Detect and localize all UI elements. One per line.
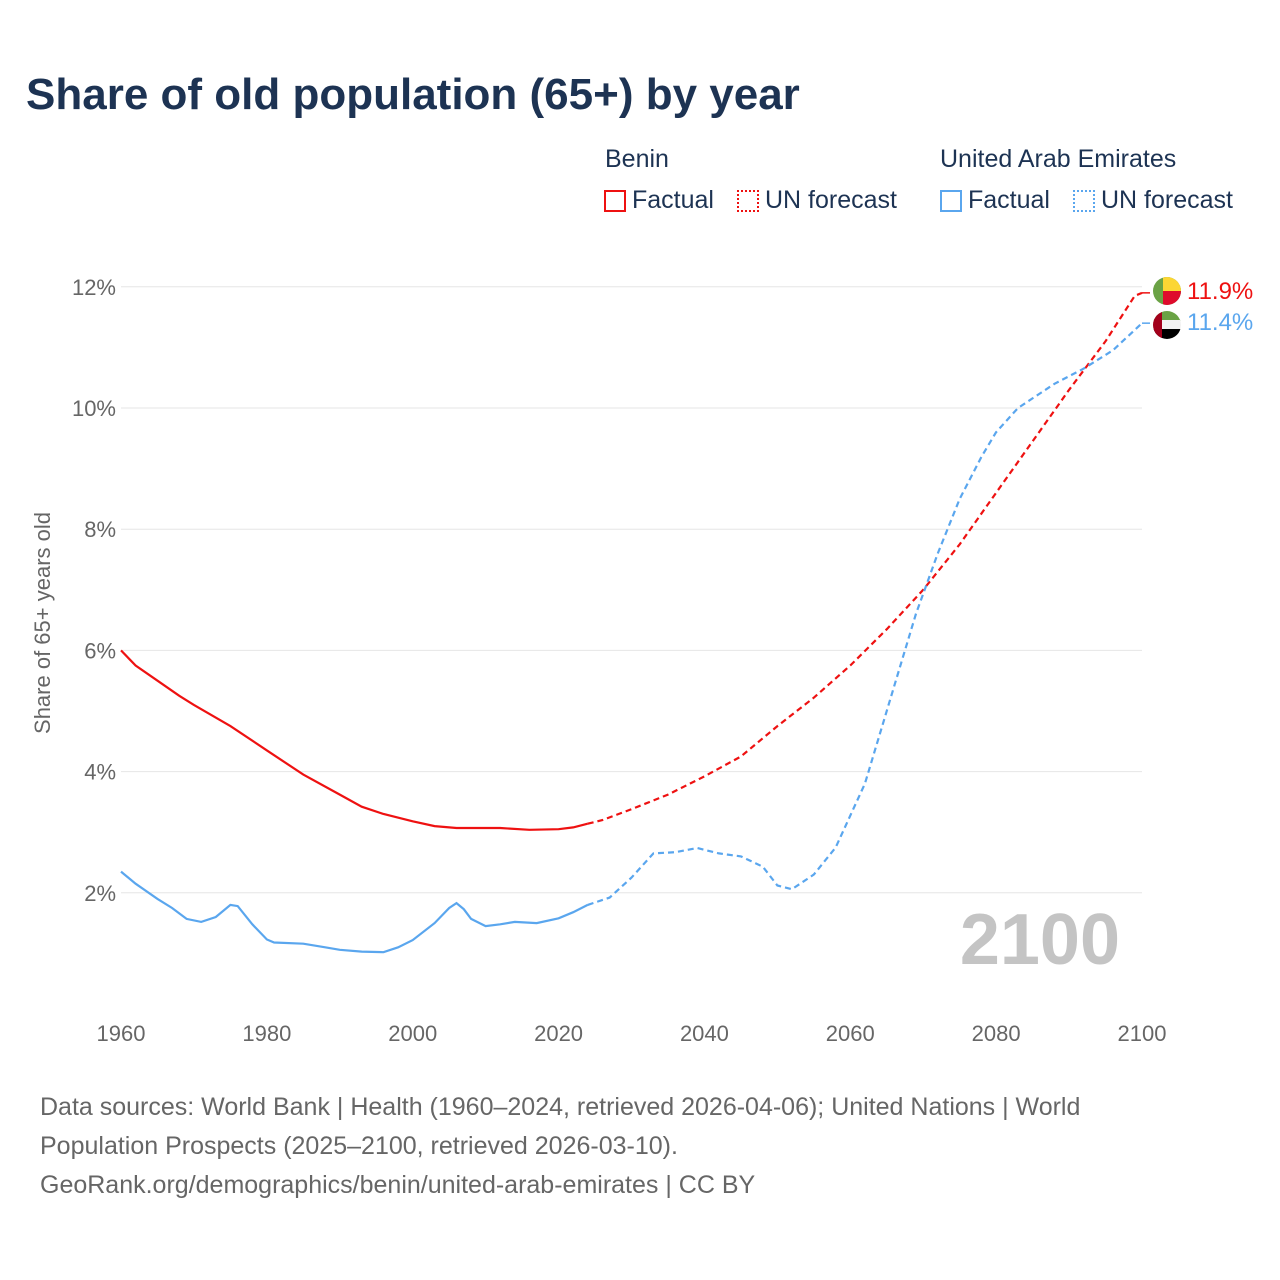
x-tick-label: 2040 [680, 1021, 729, 1046]
uae-flag-icon [1153, 311, 1181, 339]
y-tick-label: 10% [72, 396, 116, 421]
y-tick-label: 12% [72, 275, 116, 300]
legend-label: UN forecast [1101, 186, 1233, 214]
legend-label: UN forecast [765, 186, 897, 214]
united-arab-emirates-factual-line [120, 870, 589, 954]
x-tick-label: 2000 [388, 1021, 437, 1046]
legend-benin-forecast[interactable]: UN forecast [737, 186, 897, 215]
y-tick-label: 2% [84, 881, 116, 906]
source-line: Population Prospects (2025–2100, retriev… [40, 1132, 678, 1160]
y-tick-label: 8% [84, 517, 116, 542]
legend-benin-factual[interactable]: Factual [604, 186, 714, 215]
x-tick-label: 1980 [242, 1021, 291, 1046]
x-tick-label: 2080 [972, 1021, 1021, 1046]
legend-group-benin: Benin [605, 145, 669, 173]
source-line: Data sources: World Bank | Health (1960–… [40, 1093, 1081, 1121]
data-sources: Data sources: World Bank | Health (1960–… [40, 1088, 1240, 1205]
benin-factual-line [120, 649, 588, 831]
benin-end-label: 11.9% [1187, 278, 1253, 305]
y-tick-label: 4% [84, 760, 116, 785]
united-arab-emirates-forecast-line [587, 322, 1143, 906]
legend-group-uae: United Arab Emirates [940, 145, 1177, 173]
x-tick-label: 2100 [1118, 1021, 1167, 1046]
x-tick-label: 2020 [534, 1021, 583, 1046]
legend-swatch [940, 190, 962, 212]
source-link[interactable]: GeoRank.org/demographics/benin/united-ar… [40, 1171, 756, 1199]
x-tick-label: 1960 [97, 1021, 146, 1046]
legend-label: Factual [968, 186, 1050, 214]
legend-swatch [737, 190, 759, 212]
x-tick-label: 2060 [826, 1021, 875, 1046]
legend-swatch [604, 190, 626, 212]
year-watermark: 2100 [960, 900, 1120, 980]
legend-label: Factual [632, 186, 714, 214]
united-arab-emirates-end-label: 11.4% [1187, 309, 1253, 336]
y-tick-label: 6% [84, 638, 116, 663]
legend-swatch [1073, 190, 1095, 212]
y-axis-label: Share of 65+ years old [30, 512, 55, 734]
benin-forecast-line [587, 291, 1143, 825]
legend-uae-factual[interactable]: Factual [940, 186, 1050, 215]
benin-flag-icon [1153, 277, 1181, 305]
legend-uae-forecast[interactable]: UN forecast [1073, 186, 1233, 215]
chart-title: Share of old population (65+) by year [26, 70, 800, 119]
